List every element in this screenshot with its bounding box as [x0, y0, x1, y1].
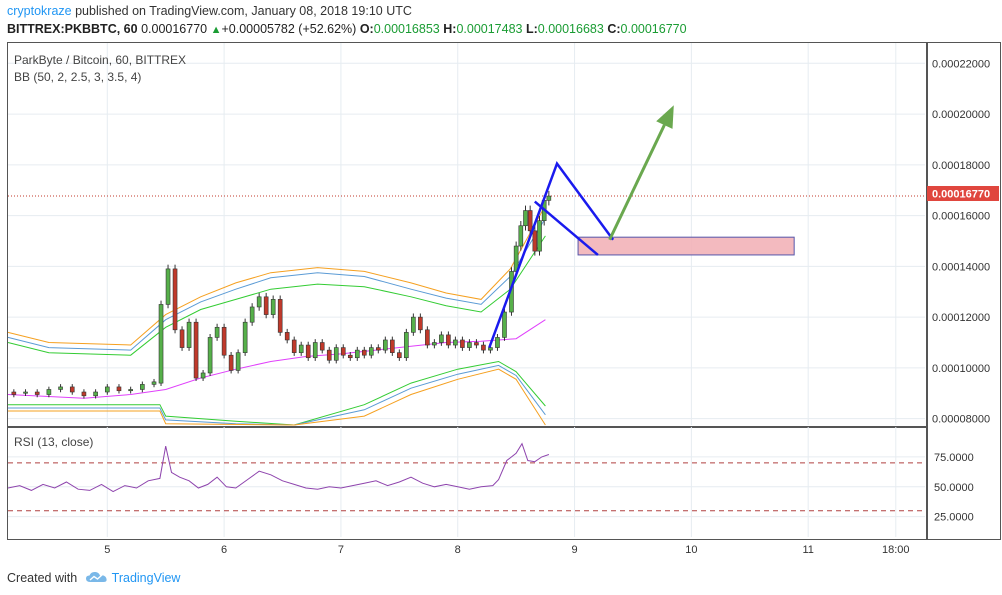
up-triangle-icon: ▲ [210, 24, 222, 36]
close-label: C: [607, 22, 621, 36]
created-with-text: Created with [7, 571, 78, 585]
time-tick-label: 5 [104, 544, 110, 556]
time-tick-label: 6 [221, 544, 227, 556]
low-value: 0.00016683 [537, 22, 604, 36]
rsi-pane-frame[interactable] [7, 426, 928, 540]
published-text: published on TradingView.com, January 08… [75, 4, 412, 18]
close-value: 0.00016770 [620, 22, 687, 36]
tradingview-link[interactable]: TradingView [111, 571, 181, 585]
high-label: H: [443, 22, 457, 36]
symbol-label: BITTREX:PKBBTC, 60 [7, 22, 138, 36]
time-tick-label: 11 [802, 544, 813, 556]
price-change: +0.00005782 (+52.62%) [221, 22, 357, 36]
tradingview-cloud-icon [85, 571, 107, 582]
open-label: O: [359, 22, 374, 36]
footer: Created with TradingView [7, 570, 180, 585]
time-tick-label: 10 [685, 544, 697, 556]
price-axis-frame[interactable] [926, 42, 1001, 540]
time-tick-label: 7 [338, 544, 344, 556]
high-value: 0.00017483 [456, 22, 523, 36]
author-link[interactable]: cryptokraze [7, 4, 72, 18]
time-tick-label: 18:00 [882, 544, 910, 556]
low-label: L: [525, 22, 538, 36]
publish-line: cryptokraze published on TradingView.com… [7, 4, 412, 18]
time-tick-label: 9 [571, 544, 577, 556]
main-pane-frame[interactable] [7, 42, 928, 428]
open-value: 0.00016853 [373, 22, 440, 36]
quote-line: BITTREX:PKBBTC, 60 0.00016770 ▲+0.000057… [7, 22, 687, 36]
time-tick-label: 8 [455, 544, 461, 556]
last-price: 0.00016770 [141, 22, 208, 36]
